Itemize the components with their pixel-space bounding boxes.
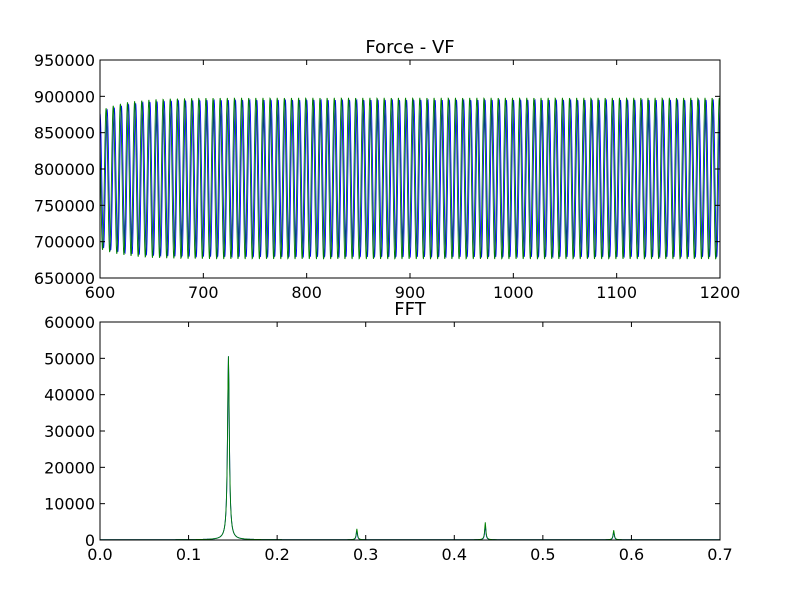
fft-series-line-1 [100, 356, 720, 541]
top-ytick-label: 650000 [34, 269, 95, 288]
top-plot-frame [99, 59, 721, 279]
bottom-plot-series-group [100, 356, 720, 541]
bottom-plot-frame [99, 321, 721, 541]
bottom-xtick-label: 0.2 [264, 545, 289, 564]
top-xtick-label: 900 [395, 283, 426, 302]
bottom-ytick-label: 20000 [44, 458, 95, 477]
bottom-xtick-label: 0.7 [707, 545, 732, 564]
top-series-line-1 [99, 97, 721, 260]
bottom-plot-fft: FFT 0.0 0.1 0.2 0.3 0.4 0.5 0.6 0.7 0 10000 20000 3… [44, 299, 733, 564]
top-xtick-label: 800 [291, 283, 322, 302]
bottom-plot-title: FFT [394, 299, 426, 320]
bottom-ytick-label: 30000 [44, 422, 95, 441]
bottom-ytick-label: 40000 [44, 386, 95, 405]
bottom-ytick-label: 60000 [44, 313, 95, 332]
top-xtick-label: 700 [188, 283, 219, 302]
top-plot-series-group [99, 97, 721, 260]
bottom-xtick-label: 0.0 [87, 545, 112, 564]
top-ytick-label: 850000 [34, 124, 95, 143]
fft-series-line-0 [100, 356, 720, 541]
bottom-plot-ticks: 0.0 0.1 0.2 0.3 0.4 0.5 0.6 0.7 0 10000 20000 30000… [44, 313, 733, 564]
bottom-xtick-label: 0.6 [619, 545, 644, 564]
bottom-xtick-label: 0.1 [176, 545, 201, 564]
top-plot-ticks: 600 700 800 900 1000 1100 1200 650000 700000 7500… [34, 51, 740, 302]
top-plot-force-vf: Force - VF 600 700 800 900 1000 1100 1200 65000… [34, 37, 740, 302]
top-xtick-label: 600 [85, 283, 116, 302]
bottom-xtick-label: 0.5 [530, 545, 555, 564]
top-ytick-label: 950000 [34, 51, 95, 70]
bottom-xtick-label: 0.3 [353, 545, 378, 564]
top-plot-title: Force - VF [365, 37, 454, 58]
bottom-ytick-label: 50000 [44, 349, 95, 368]
top-xtick-label: 1100 [596, 283, 637, 302]
top-ytick-label: 800000 [34, 160, 95, 179]
bottom-xtick-label: 0.4 [442, 545, 467, 564]
bottom-ytick-label: 0 [85, 531, 95, 550]
top-ytick-label: 700000 [34, 233, 95, 252]
top-ytick-label: 750000 [34, 196, 95, 215]
bottom-ytick-label: 10000 [44, 495, 95, 514]
top-xtick-label: 1000 [493, 283, 534, 302]
top-ytick-label: 900000 [34, 87, 95, 106]
top-xtick-label: 1200 [700, 283, 741, 302]
